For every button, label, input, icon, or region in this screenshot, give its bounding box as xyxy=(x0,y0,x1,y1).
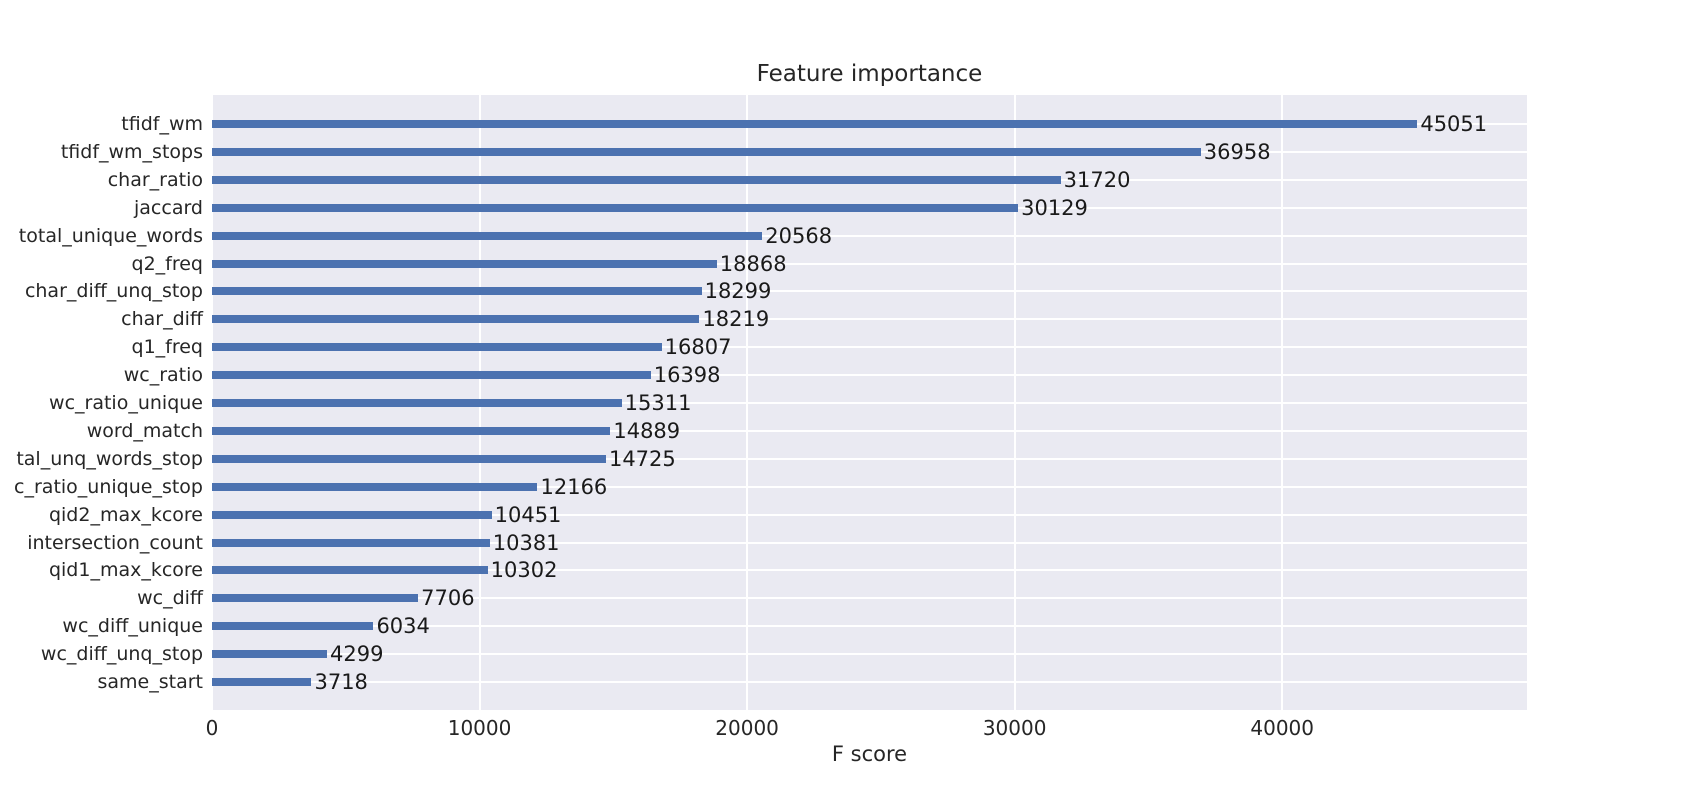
bar xyxy=(212,175,1061,184)
horizontal-gridline xyxy=(212,402,1527,404)
category-label: same_start xyxy=(97,671,204,693)
category-label: tfidf_wm_stops xyxy=(60,140,203,163)
category-label: char_diff_unq_stop xyxy=(24,280,203,303)
bar-value-label: 10381 xyxy=(492,530,560,555)
bar-value-label: 10302 xyxy=(490,558,558,583)
bar-value-label: 16807 xyxy=(664,335,732,360)
bar-value-label: 3718 xyxy=(314,670,368,694)
horizontal-gridline xyxy=(212,485,1527,488)
bar xyxy=(212,147,1201,156)
bar xyxy=(212,259,717,268)
x-tick-label: 10000 xyxy=(447,716,512,740)
category-label: jaccard xyxy=(134,196,203,219)
bar xyxy=(212,538,490,547)
bar xyxy=(212,120,1418,128)
bar-value-label: 18219 xyxy=(702,307,770,332)
category-label: intersection_count xyxy=(27,531,203,554)
bar xyxy=(212,203,1019,212)
bar xyxy=(212,622,374,631)
bar xyxy=(212,678,312,686)
chart-title: Feature importance xyxy=(756,61,983,87)
horizontal-gridline xyxy=(212,318,1527,321)
bar-value-label: 7706 xyxy=(421,586,475,611)
horizontal-gridline xyxy=(212,457,1527,460)
bar xyxy=(212,287,702,296)
category-label: wc_diff_unique xyxy=(62,615,203,638)
horizontal-gridline xyxy=(212,597,1527,600)
category-label: word_match xyxy=(86,419,203,442)
plot-area: 45051 36958 31720 30129 20568 18868 18299 18219… xyxy=(211,95,1527,710)
category-label: char_ratio xyxy=(107,168,203,191)
category-label: char_diff xyxy=(121,308,203,331)
bar xyxy=(212,510,492,519)
bar-value-label: 18299 xyxy=(704,279,772,304)
bar xyxy=(212,426,611,435)
bar xyxy=(212,594,419,603)
bar-value-label: 36958 xyxy=(1203,139,1271,164)
category-label: q2_freq xyxy=(131,252,203,275)
x-tick-label: 30000 xyxy=(982,716,1047,740)
horizontal-gridline xyxy=(212,541,1527,544)
horizontal-gridline xyxy=(212,429,1527,432)
horizontal-gridline xyxy=(212,681,1527,683)
category-label: wc_diff_unq_stop xyxy=(40,643,203,666)
bar-value-label: 18868 xyxy=(719,251,787,276)
category-label: wc_diff xyxy=(137,587,203,610)
bar-value-label: 12166 xyxy=(540,474,608,499)
bar-value-label: 14889 xyxy=(613,418,681,443)
bar xyxy=(212,454,606,463)
category-label: wc_ratio xyxy=(123,364,203,387)
bar xyxy=(212,399,622,407)
bar xyxy=(212,566,488,575)
category-label: c_ratio_unique_stop xyxy=(14,475,203,498)
horizontal-gridline xyxy=(212,513,1527,516)
category-label: q1_freq xyxy=(131,336,203,359)
bar xyxy=(212,343,662,352)
bar-value-label: 45051 xyxy=(1420,112,1488,136)
bar-value-label: 6034 xyxy=(376,614,430,639)
horizontal-gridline xyxy=(212,569,1527,572)
x-axis-title: F score xyxy=(831,742,908,766)
category-label: total_unique_words xyxy=(18,224,203,247)
horizontal-gridline xyxy=(212,653,1527,656)
bar-value-label: 16398 xyxy=(653,363,721,388)
x-tick-label: 20000 xyxy=(715,716,779,740)
bar-value-label: 15311 xyxy=(624,391,692,415)
bar xyxy=(212,231,763,240)
category-label: wc_ratio_unique xyxy=(49,392,203,414)
category-label: tal_unq_words_stop xyxy=(16,447,203,470)
bar-value-label: 30129 xyxy=(1021,195,1088,220)
bar xyxy=(212,650,328,659)
bar xyxy=(212,371,651,380)
bar xyxy=(212,315,700,324)
horizontal-gridline xyxy=(212,262,1527,265)
bar-value-label: 4299 xyxy=(330,642,384,667)
horizontal-gridline xyxy=(212,346,1527,349)
x-tick-label: 40000 xyxy=(1250,716,1314,740)
category-label: qid2_max_kcore xyxy=(48,503,203,526)
category-label: tfidf_wm xyxy=(121,113,203,135)
bar-value-label: 20568 xyxy=(765,223,833,248)
horizontal-gridline xyxy=(212,625,1527,628)
horizontal-gridline xyxy=(212,290,1527,293)
bar-value-label: 10451 xyxy=(494,502,562,527)
horizontal-gridline xyxy=(212,234,1527,237)
category-label: qid1_max_kcore xyxy=(48,559,203,582)
horizontal-gridline xyxy=(212,374,1527,377)
bar xyxy=(212,482,538,491)
x-tick-label: 0 xyxy=(205,716,219,740)
bar-value-label: 31720 xyxy=(1063,167,1131,192)
bar-value-label: 14725 xyxy=(608,446,676,471)
